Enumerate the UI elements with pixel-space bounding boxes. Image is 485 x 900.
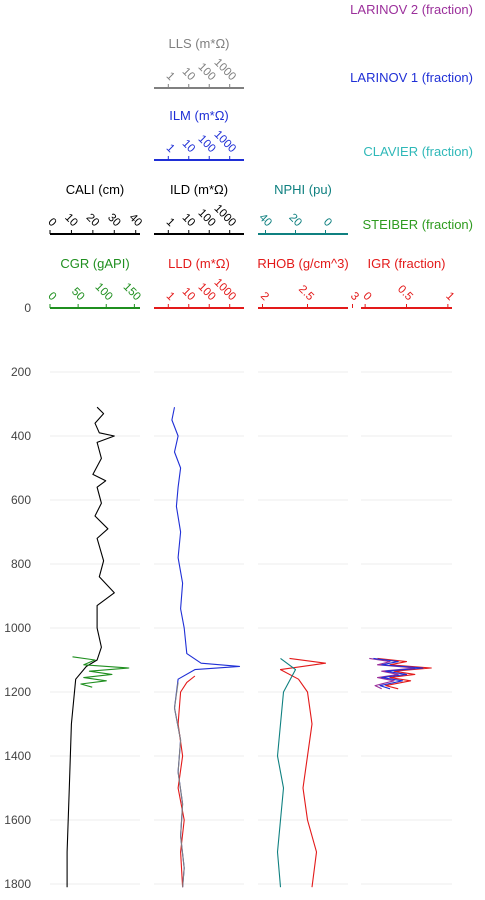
axis-title: RHOB (g/cm^3) — [257, 256, 348, 271]
depth-tick-label: 0 — [24, 301, 31, 315]
axis-tick-label: 0.5 — [395, 283, 415, 303]
curve-igr — [377, 657, 432, 690]
axis-tick-label: 100 — [93, 281, 115, 303]
axis-tick-label: 1 — [164, 290, 177, 303]
gridlines — [50, 307, 452, 885]
depth-tick-label: 800 — [11, 557, 31, 571]
axis-tick-label: 1 — [164, 142, 177, 155]
axis-tick-label: 10 — [62, 212, 80, 230]
curve-nphi — [276, 657, 297, 888]
legend-steiber-fraction: STEIBER (fraction) — [362, 217, 473, 232]
depth-tick-label: 1400 — [4, 749, 31, 763]
axis-tick-label: 10 — [180, 138, 198, 156]
curve-lld — [177, 675, 196, 888]
axis-tick-label: 50 — [69, 286, 87, 304]
axis-tick-label: 10 — [180, 66, 198, 84]
axis-tick-label: 30 — [105, 212, 123, 230]
axis-tick-label: 1 — [443, 290, 456, 303]
axis-nphi-pu: 40 20 0 NPHI (pu) — [256, 182, 348, 235]
curve-larinov-1 — [373, 657, 424, 690]
axis-tick-label: 1 — [164, 216, 177, 229]
depth-tick-label: 200 — [11, 365, 31, 379]
axis-title: ILM (m*Ω) — [169, 108, 229, 123]
depth-tick-label: 1200 — [4, 685, 31, 699]
axis-title: ILD (m*Ω) — [170, 182, 228, 197]
axis-title: IGR (fraction) — [367, 256, 445, 271]
axis-cgr-gapi: 0 50 100 150 CGR (gAPI) — [45, 256, 143, 309]
depth-tick-label: 1000 — [4, 621, 31, 635]
axis-title: NPHI (pu) — [274, 182, 332, 197]
legend: LARINOV 2 (fraction) LARINOV 1 (fraction)… — [350, 2, 473, 232]
axis-title: CGR (gAPI) — [60, 256, 129, 271]
axis-tick-label: 40 — [256, 212, 274, 230]
curve-cgr — [72, 656, 130, 688]
depth-tick-label: 1800 — [4, 877, 31, 891]
depth-tick-label: 600 — [11, 493, 31, 507]
axis-tick-label: 1000 — [211, 129, 238, 156]
legend-clavier-fraction: CLAVIER (fraction) — [363, 144, 473, 159]
axis-tick-label: 10 — [180, 286, 198, 304]
axis-tick-label: 20 — [286, 212, 304, 230]
axis-tick-label: 1000 — [211, 277, 238, 304]
depth-axis: 0 200 400 600 800 1000 1200 1400 1600 1800 — [4, 301, 31, 891]
axis-rhob-g-cm-3: 2 2.5 3 RHOB (g/cm^3) — [257, 256, 361, 309]
axis-tick-label: 0 — [360, 290, 373, 303]
curve-lls — [173, 682, 185, 888]
axis-title: CALI (cm) — [66, 182, 125, 197]
curve-cali — [66, 406, 115, 888]
depth-tick-label: 400 — [11, 429, 31, 443]
axis-tick-label: 2 — [258, 290, 271, 303]
axis-tick-label: 1000 — [211, 57, 238, 84]
axis-tick-label: 20 — [84, 212, 102, 230]
legend-larinov-1-fraction: LARINOV 1 (fraction) — [350, 70, 473, 85]
log-curves — [66, 406, 432, 888]
axis-tick-label: 0 — [45, 216, 58, 229]
axis-title: LLS (m*Ω) — [168, 36, 229, 51]
axis-tick-label: 3 — [348, 290, 361, 303]
curve-larinov-2 — [369, 657, 416, 690]
legend-larinov-2-fraction: LARINOV 2 (fraction) — [350, 2, 473, 17]
curve-rhob — [279, 657, 327, 888]
axis-tick-label: 1000 — [211, 203, 238, 230]
axis-tick-label: 0 — [45, 290, 58, 303]
axis-tick-label: 2.5 — [296, 283, 316, 303]
depth-tick-label: 1600 — [4, 813, 31, 827]
axis-tick-label: 10 — [180, 212, 198, 230]
axis-title: LLD (m*Ω) — [168, 256, 230, 271]
axis-tick-label: 150 — [121, 281, 143, 303]
axis-tick-label: 40 — [127, 212, 145, 230]
axis-tick-label: 1 — [164, 70, 177, 83]
axis-igr-fraction: 0 0.5 1 IGR (fraction) — [360, 256, 456, 309]
axis-tick-label: 0 — [321, 216, 334, 229]
